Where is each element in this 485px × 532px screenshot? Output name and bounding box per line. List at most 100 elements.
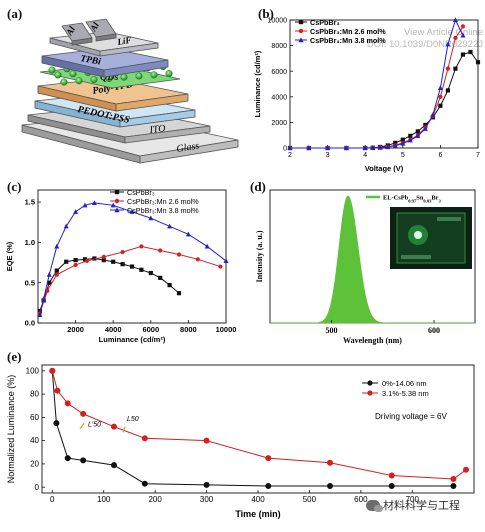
x-tick-label-0: 2000 [67, 325, 84, 334]
point-2-9 [129, 209, 135, 214]
point-0-9 [111, 259, 116, 264]
legend-part-0: EL-CsPb [383, 195, 409, 202]
photo-device-substrate [396, 212, 466, 264]
y-axis-label: Intensity (a. u.) [255, 230, 264, 282]
point-1-last [463, 466, 469, 473]
point-1-5 [141, 435, 148, 442]
point-0-10 [408, 133, 413, 138]
point-0-18 [468, 49, 473, 55]
point-2-8 [110, 202, 116, 208]
device-stack-diagram: Glass ITO PEDOT:PSS Poly-TPD QDs [21, 18, 239, 164]
y-tick-label-0: 0 [35, 483, 40, 492]
driving-voltage-annotation: Driving voltage = 6V [375, 412, 447, 421]
x-tick-label-5: 500 [303, 495, 317, 504]
point-2-4 [362, 145, 368, 151]
l50-red-arrow [122, 426, 126, 433]
point-1-11 [218, 264, 223, 269]
panel-b-label: (b) [258, 6, 274, 21]
legend-marker-2 [298, 37, 304, 43]
point-1-6 [203, 437, 210, 444]
y-tick-label-4: 8000 [271, 43, 287, 50]
point-0-12 [423, 122, 428, 128]
legend-entry-2: CsPbBr₃:Mn 3.8 mol% [310, 36, 386, 45]
series-1 [37, 244, 223, 316]
point-0-11 [129, 264, 135, 269]
point-2-2 [46, 271, 52, 277]
plot-frame [289, 19, 479, 149]
point-1-10 [195, 257, 200, 262]
point-2-3 [54, 243, 60, 249]
article-watermark: View Article Online DOI: 10.1039/D0NR029… [313, 27, 483, 51]
point-1-1 [45, 288, 50, 293]
point-2-4 [63, 223, 69, 229]
point-2-14 [223, 258, 229, 264]
series-line-2 [290, 18, 464, 149]
panel-c-eqe: (c) 2000 4000 6000 8000 10000 0.0 0.5 1.0 1.5 Lum… [0, 175, 240, 345]
point-0-10 [450, 483, 457, 490]
layer-label-qds: QDs [100, 72, 118, 83]
x-tick-label-3: 300 [200, 495, 214, 504]
panel-d-label: (d) [250, 179, 266, 194]
quantum-dot-17 [75, 77, 83, 85]
legend-part-1: 0.97 [408, 198, 417, 203]
panel-d-el-spectrum: (d) 500 600 Wavelength (nm) Intensity (a. u… [240, 175, 485, 345]
y-tick-label-2: 40 [30, 436, 39, 445]
plot-frame [37, 189, 227, 324]
el-spectrum-area [270, 195, 475, 324]
point-0-3 [80, 457, 87, 464]
x-tick-label-1: 3 [326, 152, 330, 159]
legend-marker-2 [114, 207, 120, 213]
quantum-dot-0 [48, 66, 56, 74]
point-2-5 [370, 145, 376, 150]
series-0 [287, 49, 481, 151]
y-tick-label-4: 80 [30, 390, 39, 399]
point-2-10 [148, 215, 154, 221]
x-tick-label-0: 2 [288, 152, 292, 159]
x-axis-label: Luminance (cd/m²) [99, 335, 166, 344]
point-1-8 [327, 459, 333, 466]
point-0-16 [176, 291, 182, 296]
x-tick-label-3: 5 [401, 152, 405, 159]
point-1-14 [438, 94, 443, 99]
point-1-7 [139, 244, 144, 249]
point-1-4 [84, 258, 89, 264]
point-0-0 [37, 308, 42, 314]
point-0-1 [53, 420, 60, 427]
legend-part-5: 3 [439, 198, 442, 203]
y-tick-label-3: 1.5 [25, 198, 35, 207]
point-0-7 [92, 256, 97, 261]
legend: 0%-14.06 nm3.1%-5.38 nm [362, 379, 429, 398]
point-1-4 [111, 423, 117, 430]
point-0-14 [158, 275, 163, 280]
point-1-2 [54, 272, 59, 277]
x-tick-label-4: 6 [438, 152, 442, 159]
y-tick-label-0: 0.0 [25, 319, 35, 328]
point-0-10 [120, 262, 125, 267]
chart-b: 2 3 4 5 6 7 0 2000 4000 6000 8000 10000 Voltage (V) L… [253, 17, 481, 173]
point-0-3 [54, 268, 59, 273]
series-1 [49, 367, 457, 483]
panel-a-label: (a) [7, 6, 23, 21]
point-1-1 [54, 387, 61, 394]
view-online-link[interactable]: View Article Online [403, 27, 483, 38]
point-0-6 [82, 257, 88, 262]
point-1-9 [176, 252, 182, 257]
point-1-17 [460, 24, 466, 29]
point-2-9 [400, 140, 406, 146]
point-2-11 [167, 223, 173, 229]
y-axis-label: EQE (%) [5, 241, 14, 271]
point-2-3 [343, 145, 349, 151]
point-0-8 [101, 258, 106, 263]
point-0-7 [265, 483, 272, 490]
device-photo-inset [390, 207, 472, 269]
x-axis-label: Voltage (V) [365, 164, 404, 173]
chart-e: 0 100 200 300 400 500 600 700 0 20 40 60 80 100 Time (… [6, 364, 475, 519]
layer-label-lif: LiF [116, 35, 133, 47]
quantum-dot-20 [120, 73, 128, 81]
legend-entry: EL-CsPb0.97Sn0.03Br3 [383, 195, 442, 204]
point-1-2 [64, 400, 71, 407]
legend-marker-1 [367, 390, 373, 396]
panel-c-label: (c) [7, 179, 22, 194]
